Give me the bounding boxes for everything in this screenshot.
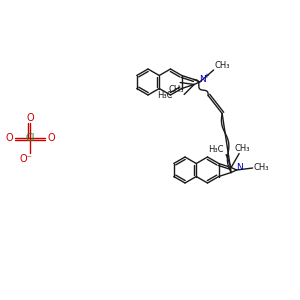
Text: CH₃: CH₃ bbox=[168, 85, 184, 94]
Text: +: + bbox=[204, 73, 210, 79]
Text: O: O bbox=[47, 133, 55, 143]
Text: H₃C: H₃C bbox=[157, 91, 172, 100]
Text: H₃C: H₃C bbox=[208, 145, 224, 154]
Text: CH₃: CH₃ bbox=[234, 144, 250, 153]
Text: O: O bbox=[5, 133, 13, 143]
Text: Cl: Cl bbox=[25, 133, 35, 143]
Text: O⁻: O⁻ bbox=[20, 154, 32, 164]
Text: O: O bbox=[26, 113, 34, 123]
Text: N: N bbox=[199, 76, 206, 85]
Text: CH₃: CH₃ bbox=[254, 164, 269, 172]
Text: N: N bbox=[236, 164, 243, 172]
Text: CH₃: CH₃ bbox=[215, 61, 230, 70]
